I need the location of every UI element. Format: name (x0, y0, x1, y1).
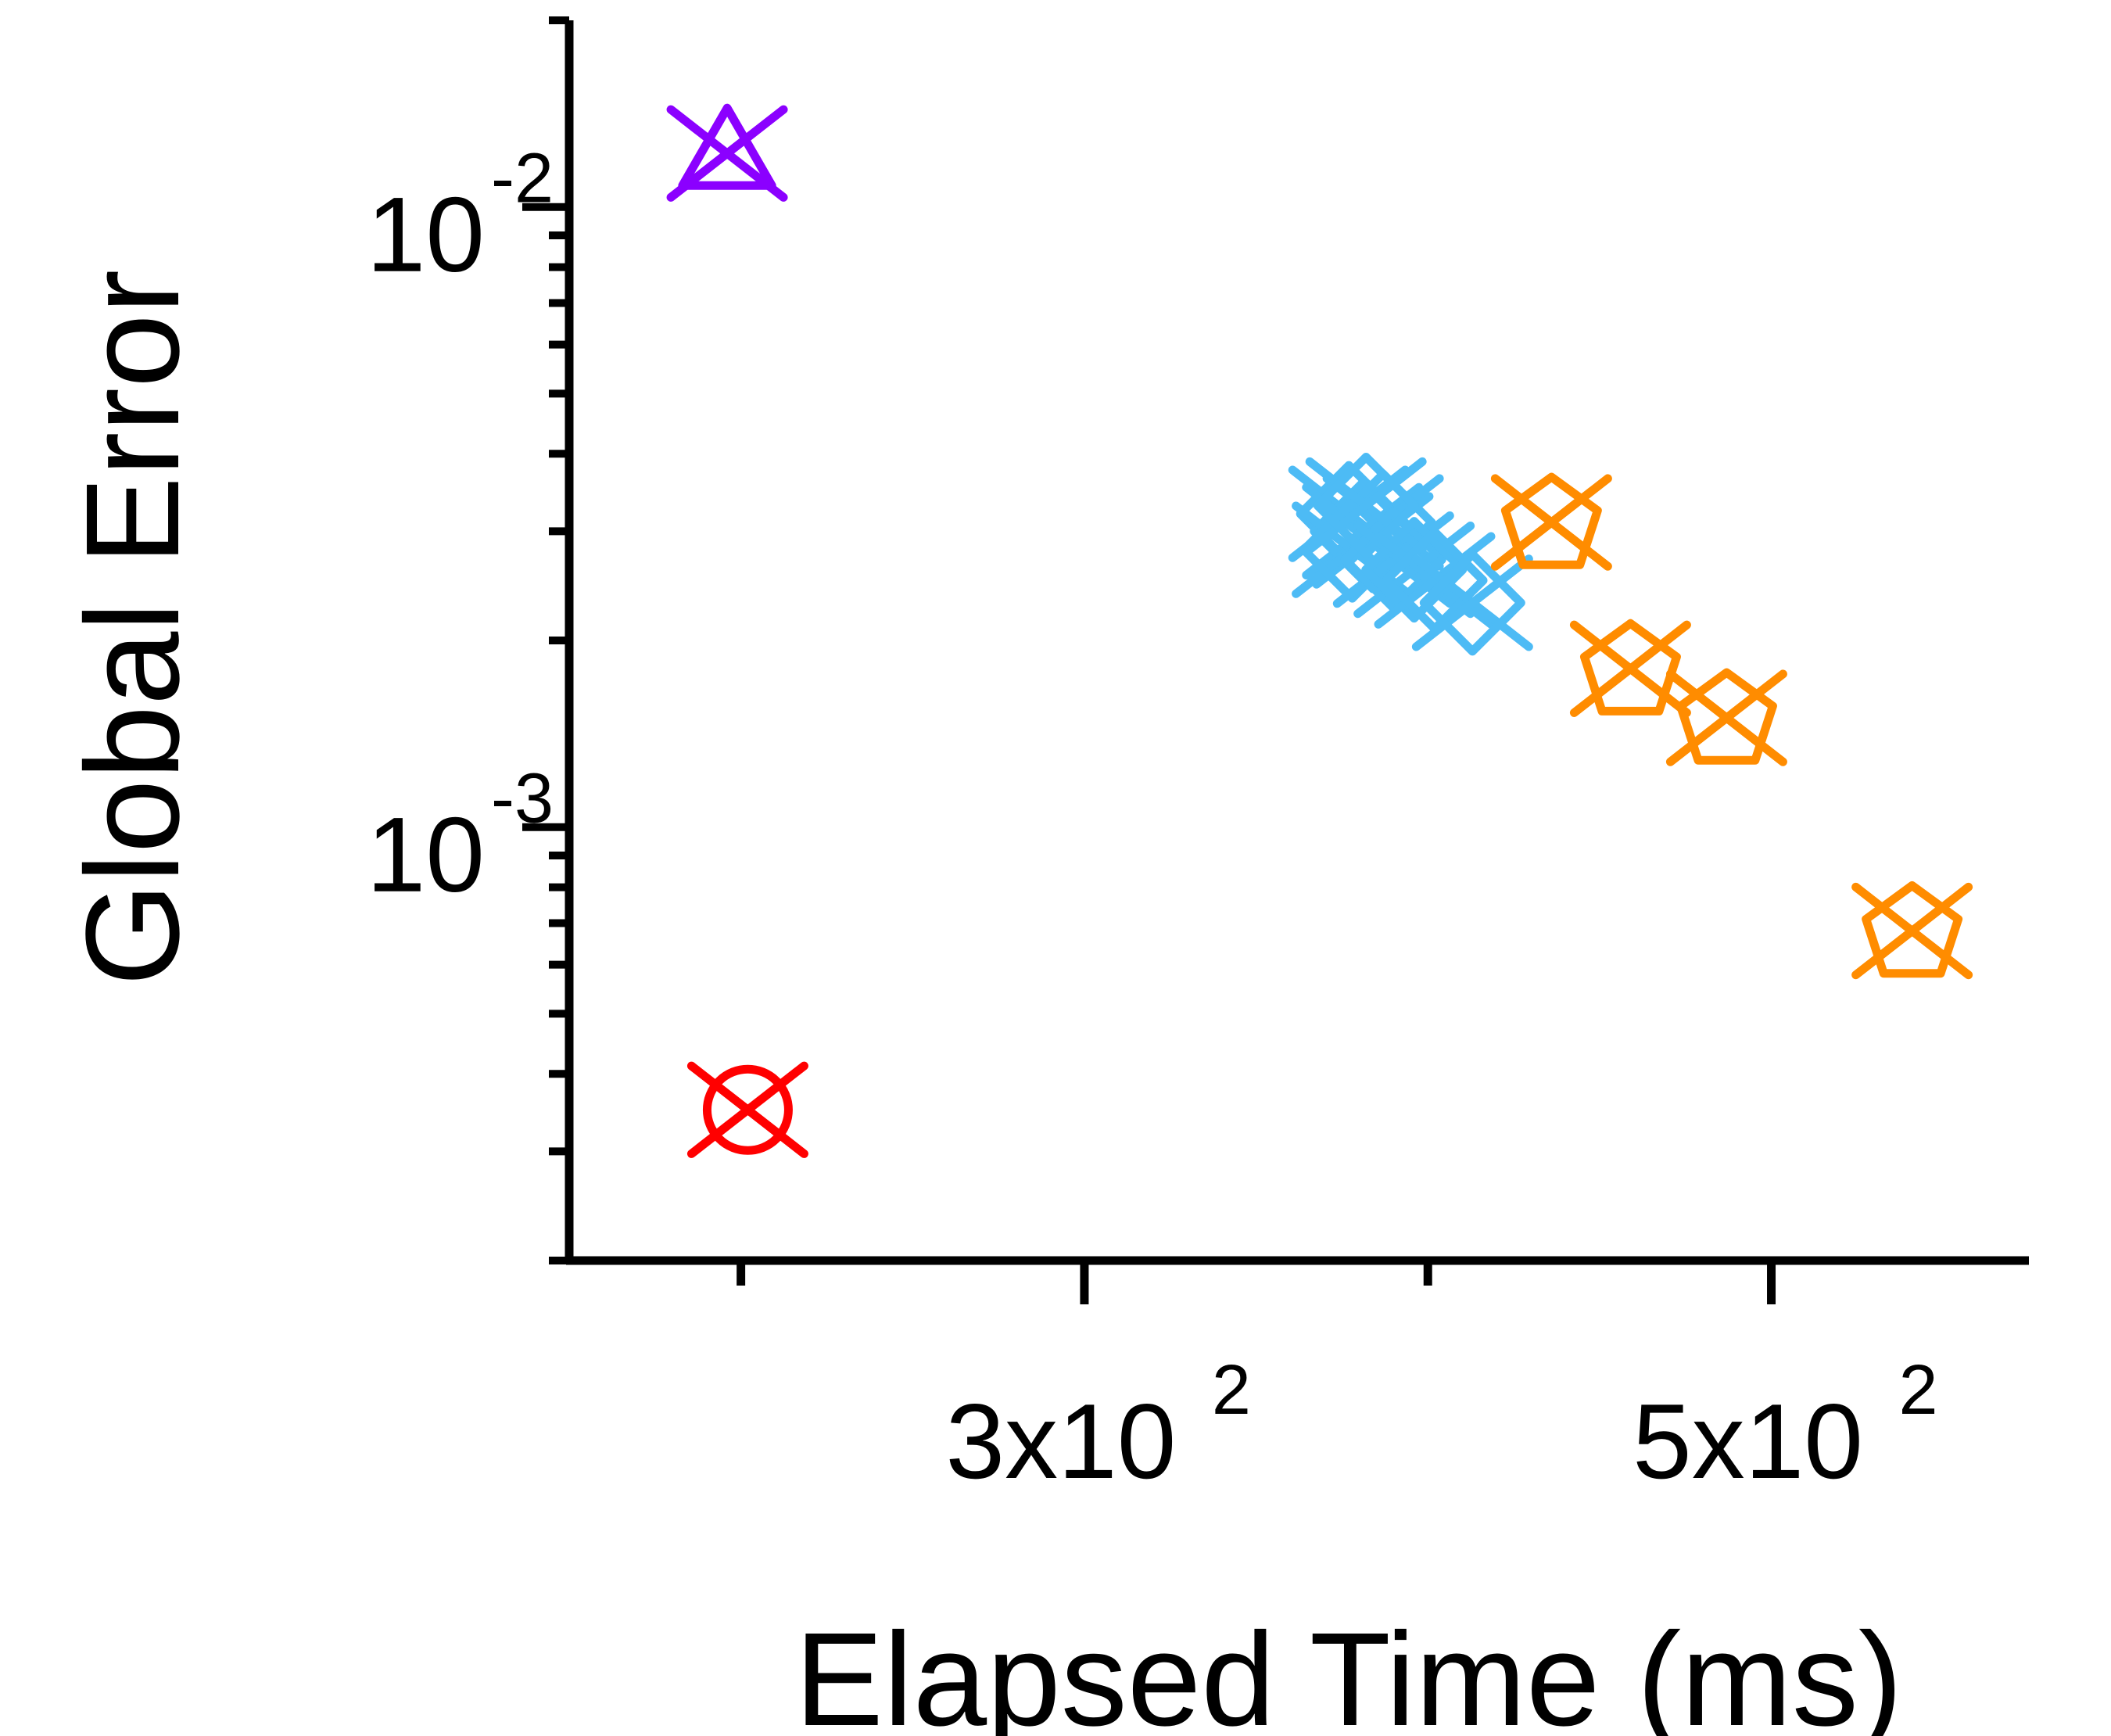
diamond-cross-marker (1411, 550, 1533, 656)
y-axis-label: Global Error (59, 270, 207, 986)
y-tick-label: 10 (367, 795, 485, 914)
y-tick-exponent: -3 (491, 760, 554, 838)
y-tick-label: 10 (367, 175, 485, 294)
pentagon-cross-marker (1665, 668, 1787, 766)
pentagon-cross-marker (1851, 881, 1973, 980)
circle-cross-marker (686, 1061, 808, 1158)
x-tick-exponent: 2 (1212, 1351, 1251, 1429)
y-tick-exponent: -2 (491, 140, 554, 218)
data-points (666, 103, 1973, 1158)
x-tick-label: 5x10 (1633, 1382, 1863, 1501)
pentagon-cross-marker (1490, 472, 1612, 571)
pentagon-cross-marker (1569, 619, 1691, 717)
diamond-cross-marker (1353, 517, 1475, 623)
triangle-cross-marker (666, 103, 788, 202)
y-axis-ticks: 10-210-3 (367, 16, 569, 1264)
x-axis-label: Elapsed Time (ms) (794, 1605, 1902, 1736)
x-tick-exponent: 2 (1898, 1351, 1937, 1429)
x-axis-ticks: 3x10 2 5x10 2 (737, 1261, 1938, 1501)
x-tick-label: 3x10 (945, 1382, 1176, 1501)
